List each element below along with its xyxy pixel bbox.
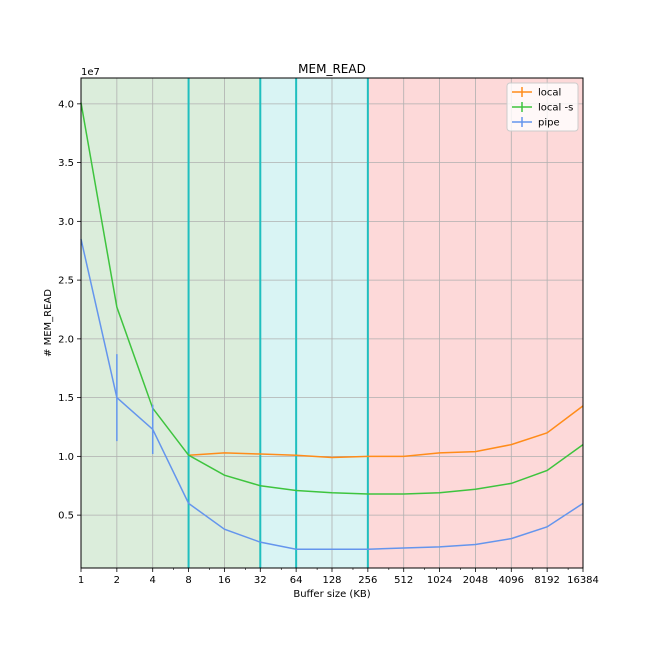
- x-tick-label: 4096: [499, 575, 524, 586]
- x-tick-label: 1: [78, 575, 84, 586]
- y-tick-label: 1.0: [58, 452, 74, 463]
- y-axis-ticks: 0.5 1.0 1.5 2.0 2.5 3.0 3.5 4.0: [58, 99, 81, 522]
- x-tick-label: 8: [185, 575, 191, 586]
- x-tick-label: 2: [114, 575, 120, 586]
- y-tick-label: 1.5: [58, 393, 74, 404]
- x-tick-label: 64: [290, 575, 303, 586]
- x-tick-label: 512: [394, 575, 413, 586]
- x-tick-label: 4: [150, 575, 156, 586]
- legend-item: local: [512, 87, 561, 99]
- region-1: [260, 78, 368, 568]
- x-tick-label: 2048: [463, 575, 488, 586]
- y-tick-label: 4.0: [58, 99, 74, 110]
- legend: local local -s pipe: [506, 82, 579, 132]
- series-local-s: [80, 102, 584, 495]
- y-tick-label: 3.5: [58, 158, 74, 169]
- legend-box: [506, 82, 579, 132]
- series-pipe: [80, 238, 584, 550]
- series-line: [188, 405, 584, 459]
- y-tick-label: 2.0: [58, 334, 74, 345]
- legend-item: local -s: [512, 102, 573, 114]
- x-tick-label: 8192: [534, 575, 559, 586]
- x-tick-label: 1024: [427, 575, 452, 586]
- y-tick-label: 0.5: [58, 511, 74, 522]
- y-tick-label: 3.0: [58, 217, 74, 228]
- legend-label: local -s: [538, 103, 573, 114]
- series-line: [80, 238, 584, 550]
- chart-title: MEM_READ: [298, 62, 366, 76]
- x-axis-ticks: 1 2 4 8 16 32 64 128 256 512 1024 2048 4096 8192 16384: [78, 568, 599, 586]
- y-axis-label: # MEM_READ: [43, 289, 54, 357]
- x-tick-label: 16: [218, 575, 231, 586]
- x-tick-label: 256: [358, 575, 377, 586]
- legend-label: local: [538, 88, 561, 99]
- series-local: [188, 405, 584, 459]
- x-tick-label: 32: [254, 575, 267, 586]
- legend-item: pipe: [512, 117, 560, 129]
- x-tick-label: 16384: [567, 575, 599, 586]
- y-tick-label: 2.5: [58, 276, 74, 287]
- legend-label: pipe: [538, 118, 560, 129]
- series-line: [80, 102, 584, 495]
- region-0: [81, 78, 261, 568]
- x-tick-label: 128: [322, 575, 341, 586]
- data-series: [80, 102, 584, 550]
- y-axis-offset-label: 1e7: [81, 67, 100, 78]
- x-axis-label: Buffer size (KB): [293, 589, 370, 600]
